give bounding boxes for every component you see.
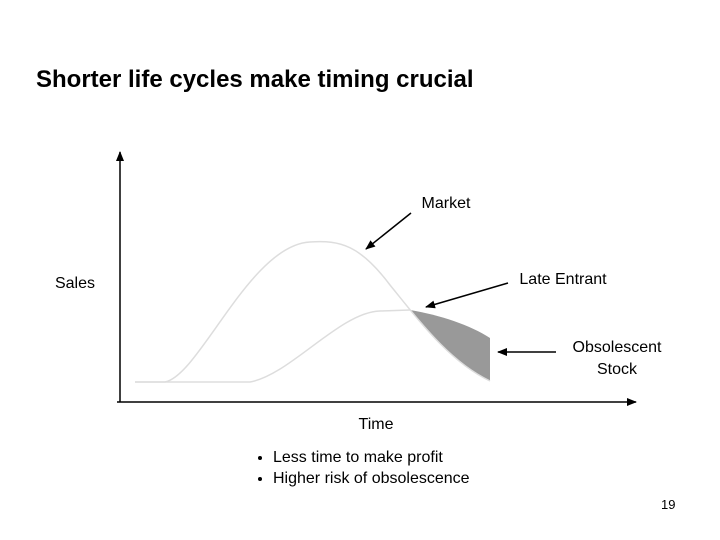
y-axis-label: Sales: [55, 275, 95, 292]
obsolescent-area: [410, 310, 490, 381]
obsolescent-label: Obsolescent: [573, 339, 662, 356]
slide-title: Shorter life cycles make timing crucial: [36, 66, 474, 93]
obsolescent-label: Stock: [597, 361, 638, 378]
x-axis-label: Time: [359, 416, 394, 433]
market-arrow: [365, 212, 412, 250]
market-label: Market: [422, 195, 471, 212]
bullet: Higher risk of obsolescence: [273, 468, 470, 489]
late-entrant-curve: [135, 309, 411, 383]
late-entrant-arrow: [425, 282, 509, 309]
bullet: Less time to make profit: [273, 447, 470, 468]
late-entrant-label: Late Entrant: [519, 271, 607, 288]
bullet-list: Less time to make profit Higher risk of …: [255, 447, 470, 489]
market-curve: [135, 240, 491, 383]
page-number: 19: [661, 497, 676, 512]
